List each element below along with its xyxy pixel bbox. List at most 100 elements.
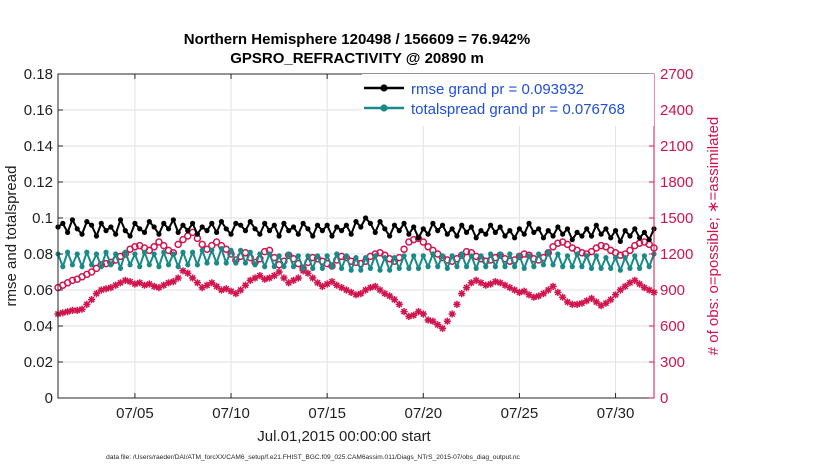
rmse-point — [435, 228, 441, 234]
rmse-point — [363, 215, 369, 221]
spread-point — [305, 253, 311, 259]
obs-assimilated-point — [400, 308, 408, 316]
obs-possible-point — [616, 251, 625, 259]
obs-assimilated-point — [280, 274, 288, 282]
obs-assimilated-point — [328, 278, 336, 286]
spread-point — [185, 262, 191, 268]
spread-point — [189, 249, 196, 255]
rmse-point — [223, 226, 229, 232]
spread-point — [300, 265, 306, 271]
spread-point — [612, 255, 619, 261]
legend-box — [362, 74, 654, 126]
obs-assimilated-point — [515, 288, 524, 296]
y-tick-label-right: 900 — [660, 282, 685, 299]
spread-point — [512, 264, 518, 270]
rmse-point — [218, 219, 225, 225]
obs-assimilated-point — [410, 311, 418, 319]
rmse-point — [60, 220, 66, 226]
rmse-point — [540, 235, 547, 241]
rmse-point — [266, 228, 273, 234]
spread-point — [141, 249, 148, 255]
spread-point — [238, 247, 244, 253]
obs-assimilated-point — [597, 302, 605, 310]
obs-assimilated-point — [573, 300, 581, 308]
spread-point — [194, 262, 200, 268]
spread-point — [151, 251, 157, 257]
obs-assimilated-point — [535, 292, 543, 300]
obs-assimilated-point — [275, 268, 283, 276]
spread-point — [468, 253, 474, 259]
spread-point — [175, 264, 181, 270]
y-tick-label-left: 0.08 — [24, 246, 53, 263]
rmse-point — [444, 231, 450, 237]
rmse-point — [189, 220, 196, 226]
obs-assimilated-point — [554, 288, 562, 296]
obs-assimilated-point — [390, 296, 399, 304]
obs-assimilated-point — [424, 316, 432, 324]
spread-point — [444, 265, 450, 271]
rmse-point — [137, 226, 143, 232]
obs-assimilated-point — [198, 284, 206, 292]
rmse-point — [560, 231, 566, 237]
rmse-point — [636, 235, 643, 241]
rmse-point — [646, 237, 652, 243]
rmse-point — [199, 224, 205, 230]
spread-point — [483, 264, 489, 270]
spread-point — [103, 249, 109, 255]
rmse-point — [473, 235, 479, 241]
spread-point — [266, 251, 273, 257]
rmse-point — [305, 226, 311, 232]
obs-assimilated-point — [477, 279, 485, 287]
rmse-point — [512, 235, 518, 241]
spread-point — [329, 264, 335, 270]
obs-possible-point — [198, 240, 206, 249]
obs-assimilated-point — [289, 276, 298, 284]
obs-assimilated-point — [251, 274, 259, 282]
spread-point — [228, 247, 234, 253]
rmse-point — [463, 229, 470, 235]
y-tick-label-right: 1500 — [660, 210, 693, 227]
rmse-point — [113, 231, 119, 237]
spread-point — [507, 251, 513, 257]
obs-assimilated-point — [102, 285, 110, 293]
obs-possible-point — [597, 241, 605, 250]
rmse-point — [478, 228, 484, 234]
obs-assimilated-point — [530, 293, 538, 301]
x-tick-label: 07/20 — [405, 405, 443, 422]
spread-point — [132, 251, 138, 257]
obs-assimilated-point — [587, 294, 596, 302]
obs-assimilated-point — [381, 290, 389, 298]
spread-point — [290, 264, 297, 270]
spread-point — [473, 265, 479, 271]
spread-point — [79, 264, 85, 270]
y-tick-label-left: 0.16 — [24, 102, 53, 119]
obs-possible-point — [554, 239, 562, 247]
rmse-point — [391, 222, 398, 228]
spread-point — [627, 265, 633, 271]
spread-point — [459, 251, 465, 257]
obs-assimilated-point — [64, 308, 72, 316]
obs-assimilated-point — [107, 284, 115, 292]
obs-assimilated-point — [559, 293, 567, 301]
spread-point — [531, 264, 537, 270]
rmse-point — [319, 228, 325, 234]
obs-assimilated-point — [347, 288, 355, 296]
obs-possible-point — [626, 246, 634, 255]
spread-point — [401, 253, 407, 259]
obs-assimilated-point — [92, 290, 101, 298]
spread-point — [117, 265, 124, 271]
obs-assimilated-point — [136, 279, 144, 287]
obs-assimilated-point — [362, 286, 370, 294]
spread-point — [281, 264, 287, 270]
obs-assimilated-point — [607, 296, 615, 304]
obs-possible-point — [131, 243, 139, 251]
spread-point — [204, 260, 210, 266]
rmse-point — [507, 228, 513, 234]
spread-point — [555, 251, 561, 257]
spread-point — [60, 264, 66, 270]
obs-assimilated-point — [256, 272, 264, 280]
rmse-point — [502, 233, 508, 239]
rmse-point — [84, 219, 90, 225]
y-tick-label-right: 2700 — [660, 66, 693, 83]
rmse-point — [69, 217, 76, 223]
